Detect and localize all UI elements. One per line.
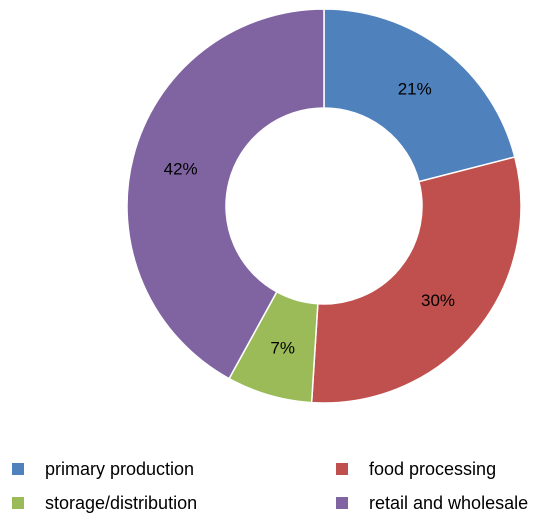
legend-label-storage-distribution: storage/distribution xyxy=(45,492,198,513)
legend-item-retail-and-wholesale: retail and wholesale xyxy=(336,490,528,516)
data-label-storage-distribution: 7% xyxy=(270,339,295,358)
slice-food-processing xyxy=(310,156,522,404)
chart-legend: primary production food processing stora… xyxy=(0,452,550,513)
data-label-food-processing: 30% xyxy=(421,291,455,310)
legend-label-primary-production: primary production xyxy=(45,458,195,479)
legend-swatch-primary-production xyxy=(12,463,24,475)
legend-swatch-food-processing xyxy=(336,463,348,475)
legend-swatch-retail-and-wholesale xyxy=(336,497,348,509)
legend-label-food-processing: food processing xyxy=(369,458,497,479)
slice-retail-and-wholesale xyxy=(126,8,325,380)
data-label-primary-production: 21% xyxy=(398,80,432,99)
legend-label-retail-and-wholesale: retail and wholesale xyxy=(369,492,529,513)
legend-item-primary-production: primary production xyxy=(12,456,194,482)
data-label-retail-and-wholesale: 42% xyxy=(164,160,198,179)
donut-data-labels: 21% 30% 7% 42% xyxy=(164,80,455,358)
legend-swatch-storage-distribution xyxy=(12,497,24,509)
legend-item-storage-distribution: storage/distribution xyxy=(12,490,197,516)
slice-primary-production xyxy=(323,8,516,183)
donut-slices xyxy=(126,8,522,404)
legend-item-food-processing: food processing xyxy=(336,456,496,482)
